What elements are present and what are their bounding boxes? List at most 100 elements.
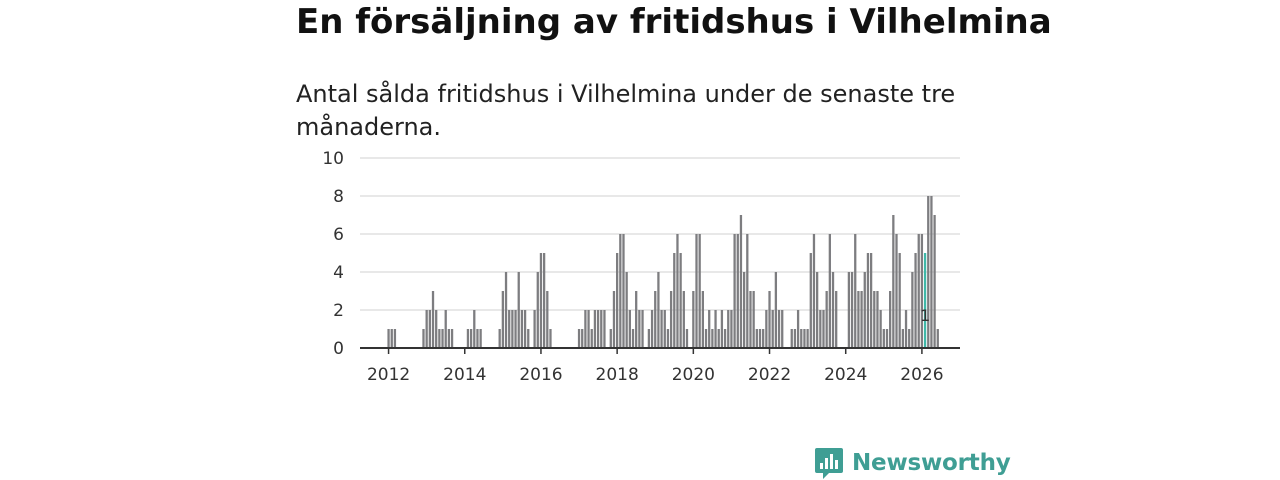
x-tick-label: 2012: [367, 365, 410, 385]
bar: [796, 310, 800, 348]
bar: [596, 310, 600, 348]
bar: [444, 310, 447, 348]
bar: [774, 272, 778, 348]
bar: [476, 329, 479, 348]
bar: [447, 329, 451, 348]
x-axis-labels: 2012 2014 2016 2018 2020 2022 2024 2026: [367, 348, 944, 385]
bar-highlight: [923, 253, 927, 348]
bar: [762, 329, 765, 348]
bar: [441, 329, 444, 348]
bar: [698, 234, 701, 348]
bar-series: [387, 196, 939, 348]
bar: [438, 329, 441, 348]
bar: [628, 310, 631, 348]
bar: [638, 310, 641, 348]
bar: [911, 272, 914, 348]
bar: [523, 310, 527, 348]
bar: [898, 253, 901, 348]
bar: [904, 310, 908, 348]
bar: [723, 329, 727, 348]
x-tick-label: 2014: [443, 365, 486, 385]
bar: [654, 291, 657, 348]
bar: [930, 196, 933, 348]
bar: [501, 291, 504, 348]
bar: [869, 253, 873, 348]
bar: [428, 310, 431, 348]
bar: [479, 329, 482, 348]
bar: [546, 291, 549, 348]
y-tick-label: 0: [333, 339, 344, 359]
bar: [425, 310, 428, 348]
bar: [517, 272, 520, 348]
bar: [609, 329, 612, 348]
bar: [390, 329, 393, 348]
bar: [393, 329, 397, 348]
bar: [742, 272, 746, 348]
y-tick-label: 4: [333, 263, 344, 283]
bar: [857, 291, 860, 348]
bar: [882, 329, 885, 348]
bar: [927, 196, 930, 348]
bar: [581, 329, 584, 348]
bar: [803, 329, 806, 348]
bar: [701, 291, 704, 348]
x-tick-label: 2018: [596, 365, 639, 385]
y-tick-label: 8: [333, 187, 344, 207]
bar: [768, 291, 771, 348]
bar: [435, 310, 438, 348]
bar: [746, 234, 749, 348]
bar: [657, 272, 660, 348]
bar: [758, 329, 762, 348]
bar: [635, 291, 638, 348]
bar: [504, 272, 508, 348]
bar: [892, 215, 895, 348]
bar: [584, 310, 587, 348]
bar: [885, 329, 889, 348]
bar: [704, 329, 708, 348]
bar: [647, 329, 651, 348]
page-subtitle: Antal sålda fritidshus i Vilhelmina unde…: [296, 80, 956, 141]
bar: [520, 310, 524, 348]
bar: [711, 329, 714, 348]
bar: [777, 310, 781, 348]
bar: [889, 291, 892, 348]
bar: [790, 329, 793, 348]
bar: [593, 310, 597, 348]
bar: [600, 310, 603, 348]
bar: [631, 329, 635, 348]
bar: [854, 234, 857, 348]
bar: [692, 291, 695, 348]
grid-lines: [360, 157, 960, 311]
bar: [825, 291, 828, 348]
bar: [847, 272, 851, 348]
y-axis-labels: 0 2 4 6 8 10: [322, 149, 344, 359]
bar: [619, 234, 622, 348]
bar: [822, 310, 825, 348]
bar: [625, 272, 628, 348]
bar: [577, 329, 581, 348]
bar: [914, 253, 917, 348]
bar: [781, 310, 784, 348]
page-title: En försäljning av fritidshus i Vilhelmin…: [296, 2, 1052, 42]
bar: [508, 310, 511, 348]
bar: [717, 329, 720, 348]
bar: [622, 234, 625, 348]
bar: [498, 329, 501, 348]
bar-annotations: 1: [920, 306, 930, 325]
bar: [793, 329, 797, 348]
bar: [590, 329, 593, 348]
bar-value-label: 1: [920, 306, 930, 325]
x-tick-label: 2016: [519, 365, 562, 385]
newsworthy-icon: [815, 448, 843, 479]
bar: [819, 310, 822, 348]
bar: [714, 310, 717, 348]
bar: [800, 329, 803, 348]
bar: [755, 329, 758, 348]
bar: [720, 310, 724, 348]
bar: [514, 310, 517, 348]
bar: [466, 329, 470, 348]
bar: [650, 310, 654, 348]
bar: [749, 291, 752, 348]
bar: [527, 329, 530, 348]
